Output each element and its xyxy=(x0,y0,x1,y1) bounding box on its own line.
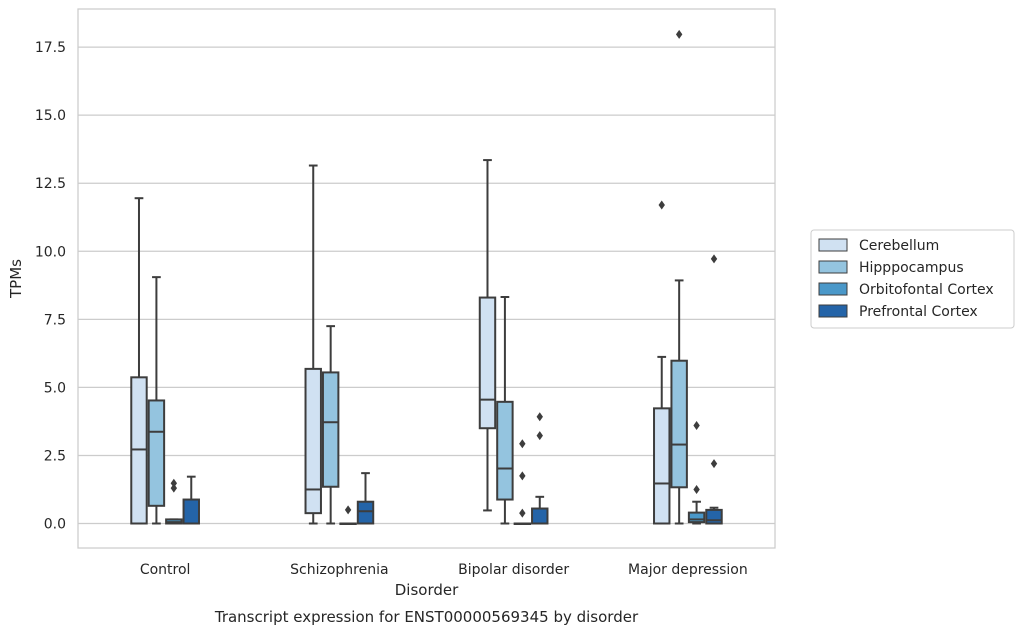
legend-swatch xyxy=(818,282,848,296)
outlier-point xyxy=(693,484,700,494)
gridlines xyxy=(78,46,775,525)
outlier-point xyxy=(344,505,352,515)
x-tick-label: Control xyxy=(140,562,191,578)
outlier-point xyxy=(658,200,665,210)
box xyxy=(147,399,166,507)
legend-swatch xyxy=(818,304,848,318)
legend-label: Orbitofontal Cortex xyxy=(859,282,994,298)
box xyxy=(687,511,706,524)
box xyxy=(182,498,200,525)
outlier-point xyxy=(536,412,543,422)
x-tick-label: Bipolar disorder xyxy=(458,562,569,578)
legend-swatch xyxy=(818,260,848,274)
box xyxy=(321,371,340,488)
outlier-point xyxy=(170,483,178,493)
x-axis-title: Disorder xyxy=(395,581,459,599)
box xyxy=(356,500,375,525)
box xyxy=(670,359,688,489)
legend-label: Cerebellum xyxy=(859,238,939,254)
outlier-point xyxy=(519,508,526,518)
x-tick-label: Major depression xyxy=(628,562,748,578)
outlier-point xyxy=(710,254,718,264)
box xyxy=(531,507,549,525)
x-tick-label: Schizophrenia xyxy=(290,562,388,578)
plot-area-frame xyxy=(77,8,776,549)
outlier-point xyxy=(519,439,526,449)
y-tick-label: 17.5 xyxy=(35,40,66,56)
box xyxy=(653,407,671,525)
outlier-point xyxy=(693,421,700,430)
y-tick-label: 12.5 xyxy=(35,176,66,192)
box xyxy=(478,296,497,430)
x-axis-ticks: Control Schizophrenia Bipolar disorder Majo… xyxy=(140,562,748,578)
legend-items: Cerebellum Hipppocampus Orbitofontal Corte… xyxy=(818,238,994,320)
legend-frame xyxy=(810,229,1015,329)
y-tick-label: 0.0 xyxy=(44,517,66,533)
outlier-point xyxy=(519,471,526,481)
outlier-point xyxy=(536,431,543,441)
boxes xyxy=(130,29,723,525)
y-tick-label: 2.5 xyxy=(44,448,66,464)
legend: Cerebellum Hipppocampus Orbitofontal Corte… xyxy=(810,229,1015,329)
box xyxy=(496,400,514,501)
y-tick-label: 5.0 xyxy=(44,380,66,396)
y-tick-label: 10.0 xyxy=(35,244,66,260)
chart-title: Transcript expression for ENST0000056934… xyxy=(214,608,639,626)
outlier-point xyxy=(170,478,178,488)
outlier-point xyxy=(710,459,718,469)
box xyxy=(304,367,322,515)
y-axis-ticks: 0.0 2.5 5.0 7.5 10.0 12.5 15.0 17.5 xyxy=(35,40,66,532)
legend-swatch xyxy=(818,238,848,252)
y-tick-label: 15.0 xyxy=(35,108,66,124)
legend-label: Prefrontal Cortex xyxy=(859,304,978,320)
y-tick-label: 7.5 xyxy=(44,312,66,328)
outlier-point xyxy=(675,29,683,39)
legend-label: Hipppocampus xyxy=(859,260,964,276)
box xyxy=(705,508,723,525)
y-axis-title: TPMs xyxy=(7,259,25,299)
